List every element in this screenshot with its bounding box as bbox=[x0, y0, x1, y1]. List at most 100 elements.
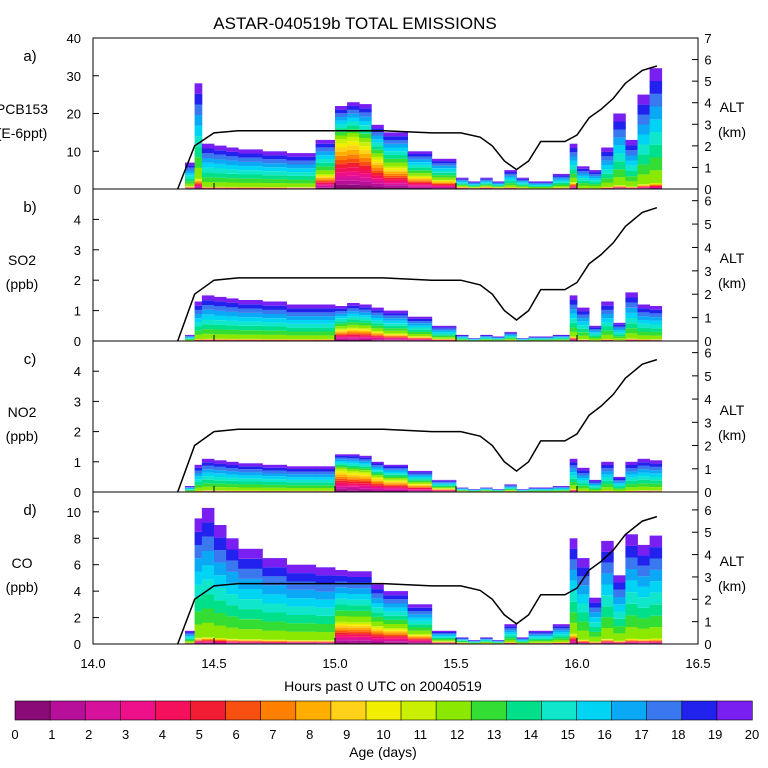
bar-segment bbox=[625, 302, 638, 308]
bar-segment bbox=[238, 548, 263, 559]
bar-segment bbox=[286, 183, 316, 188]
bar-segment bbox=[601, 160, 614, 165]
bar-segment bbox=[359, 485, 372, 488]
bar-segment bbox=[383, 611, 408, 616]
colorbar-swatch bbox=[646, 700, 683, 721]
bar-segment bbox=[201, 458, 215, 463]
bar-segment bbox=[649, 132, 663, 145]
bar-segment bbox=[214, 329, 227, 335]
bar-segment bbox=[407, 607, 433, 611]
bar-segment bbox=[238, 178, 263, 183]
bar-segment bbox=[601, 309, 614, 314]
bar-segment bbox=[516, 640, 529, 641]
bar-segment bbox=[625, 323, 638, 329]
bar-segment bbox=[637, 544, 650, 556]
bar-segment bbox=[504, 337, 517, 339]
bar-segment bbox=[601, 314, 614, 319]
bar-segment bbox=[516, 182, 529, 184]
bar-segment bbox=[613, 169, 626, 178]
bar-segment bbox=[262, 179, 287, 184]
bar-segment bbox=[431, 337, 457, 339]
bar-segment bbox=[238, 304, 263, 309]
bar-segment bbox=[383, 334, 408, 335]
bar-segment bbox=[335, 454, 348, 456]
bar-segment bbox=[226, 538, 239, 550]
bar-segment bbox=[552, 175, 571, 177]
bar-segment bbox=[625, 471, 638, 475]
bar-segment bbox=[625, 160, 638, 166]
bar-segment bbox=[214, 168, 227, 174]
bar-segment bbox=[347, 471, 360, 473]
bar-segment bbox=[214, 562, 227, 576]
bar-segment bbox=[637, 304, 650, 309]
bar-segment bbox=[335, 587, 348, 594]
bar-segment bbox=[359, 116, 372, 121]
bar-segment bbox=[286, 172, 316, 176]
bar-segment bbox=[201, 462, 215, 466]
bar-segment bbox=[347, 461, 360, 464]
bar-segment bbox=[201, 642, 215, 643]
bar-segment bbox=[431, 180, 457, 182]
bar-segment bbox=[577, 325, 590, 329]
alt-axis-label: ALT bbox=[720, 402, 745, 418]
bar-segment bbox=[504, 489, 517, 491]
bar-segment bbox=[359, 466, 372, 469]
bar-segment bbox=[407, 475, 433, 477]
bar-segment bbox=[194, 178, 203, 180]
bar-segment bbox=[601, 165, 614, 170]
bar-segment bbox=[359, 336, 372, 338]
bar-segment bbox=[552, 173, 571, 176]
bar-segment bbox=[569, 472, 578, 476]
bar-segment bbox=[577, 328, 590, 333]
bar-segment bbox=[335, 176, 348, 181]
bar-segment bbox=[637, 316, 650, 320]
alt-tick-label: 1 bbox=[704, 615, 711, 630]
bar-segment bbox=[504, 177, 517, 180]
bar-segment bbox=[347, 571, 360, 577]
bar-segment bbox=[347, 329, 360, 331]
bar-segment bbox=[214, 642, 227, 643]
y-tick-label: 4 bbox=[74, 584, 81, 599]
bar-segment bbox=[185, 334, 196, 336]
bar-segment bbox=[625, 477, 638, 481]
bar-segment bbox=[185, 167, 196, 171]
bar-segment bbox=[185, 338, 196, 339]
bar-segment bbox=[569, 475, 578, 479]
bar-segment bbox=[552, 176, 571, 179]
x-axis-label: Hours past 0 UTC on 20040519 bbox=[284, 678, 482, 694]
bar-segment bbox=[601, 471, 614, 475]
bar-segment bbox=[315, 575, 336, 584]
bar-segment bbox=[528, 489, 554, 490]
bar-segment bbox=[286, 168, 316, 173]
bar-segment bbox=[335, 638, 348, 641]
bar-segment bbox=[194, 182, 203, 184]
bar-segment bbox=[359, 463, 372, 465]
bar-segment bbox=[601, 156, 614, 161]
y-axis-unit: (ppb) bbox=[6, 428, 39, 444]
bar-segment bbox=[504, 632, 517, 635]
bar-segment bbox=[286, 614, 316, 624]
bar-segment bbox=[456, 638, 469, 639]
bar-segment bbox=[601, 487, 614, 491]
bar-segment bbox=[407, 642, 433, 644]
bar-segment bbox=[194, 318, 203, 323]
bar-segment bbox=[516, 642, 529, 644]
bar-segment bbox=[359, 582, 372, 589]
bar-segment bbox=[456, 336, 469, 337]
bar-segment bbox=[315, 466, 336, 469]
bar-segment bbox=[347, 478, 360, 480]
bar-segment bbox=[335, 159, 348, 165]
bar-segment bbox=[480, 181, 493, 183]
bar-segment bbox=[194, 464, 203, 468]
bar-segment bbox=[552, 178, 571, 180]
bar-segment bbox=[637, 154, 650, 165]
altitude-line bbox=[177, 65, 658, 190]
bar-segment bbox=[613, 330, 626, 333]
bar-segment bbox=[359, 599, 372, 606]
bar-segment bbox=[214, 473, 227, 477]
bar-segment bbox=[601, 584, 614, 596]
colorbar-tick-label: 3 bbox=[122, 727, 129, 742]
bar-segment bbox=[201, 638, 215, 640]
